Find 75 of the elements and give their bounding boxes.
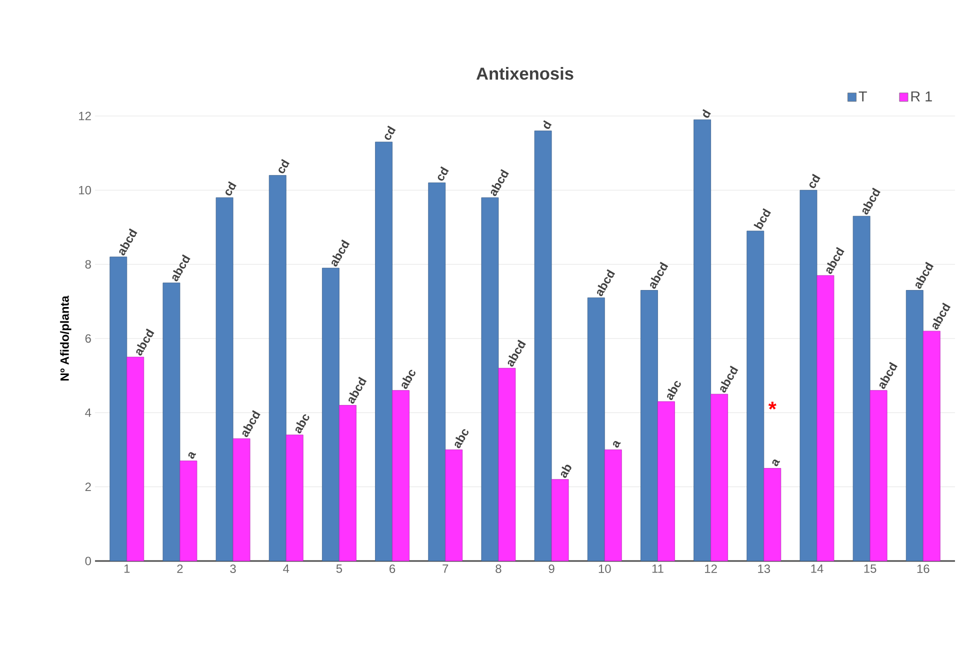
data-label: cd bbox=[809, 174, 820, 188]
bar bbox=[694, 120, 712, 562]
bar bbox=[339, 405, 356, 562]
x-tick-label: 3 bbox=[230, 564, 236, 574]
bar bbox=[216, 197, 234, 562]
bar bbox=[481, 197, 499, 562]
bar bbox=[286, 434, 304, 562]
bar bbox=[658, 401, 675, 562]
bar bbox=[162, 282, 180, 562]
x-tick-label: 5 bbox=[336, 564, 342, 573]
data-label: ab bbox=[560, 464, 572, 478]
x-tick-label: 9 bbox=[548, 564, 554, 574]
x-tick-label: 4 bbox=[283, 564, 290, 573]
y-axis-title: Nº Afido/planta bbox=[60, 296, 72, 381]
bar bbox=[268, 175, 286, 562]
data-label: abc bbox=[454, 429, 468, 448]
bar bbox=[870, 390, 888, 562]
data-label: a bbox=[772, 460, 780, 466]
data-label: a bbox=[613, 441, 621, 448]
bar bbox=[498, 368, 516, 562]
annotation: * bbox=[768, 402, 776, 410]
x-tick-label: 7 bbox=[442, 564, 448, 573]
x-tick-label: 16 bbox=[917, 564, 930, 574]
x-tick-label: 1 bbox=[124, 564, 130, 573]
x-tick-label: 12 bbox=[705, 564, 717, 573]
x-tick-label: 14 bbox=[811, 564, 824, 573]
bar bbox=[746, 230, 764, 562]
x-tick-label: 8 bbox=[496, 564, 502, 574]
data-label: d bbox=[702, 109, 711, 118]
y-tick-label: 0 bbox=[85, 556, 92, 566]
bar bbox=[534, 130, 552, 562]
bar bbox=[764, 468, 782, 562]
bar bbox=[800, 190, 818, 562]
x-tick-label: 2 bbox=[177, 564, 183, 573]
bar bbox=[710, 394, 728, 562]
data-label: cd bbox=[384, 126, 396, 140]
bar bbox=[640, 290, 658, 562]
bar bbox=[126, 356, 144, 562]
data-label: cd bbox=[278, 158, 290, 174]
data-label: a bbox=[188, 452, 196, 459]
x-tick-label: 6 bbox=[390, 564, 396, 574]
legend-label: T bbox=[858, 91, 867, 102]
x-tick-label: 15 bbox=[864, 564, 876, 573]
x-tick-label: 10 bbox=[598, 564, 611, 574]
data-label: abc bbox=[667, 381, 681, 400]
y-tick-label: 4 bbox=[85, 408, 92, 417]
data-label: abc bbox=[295, 414, 310, 434]
bar bbox=[322, 268, 340, 562]
y-tick-label: 10 bbox=[79, 186, 92, 194]
data-label: cd bbox=[226, 181, 236, 196]
legend-label: R 1 bbox=[911, 91, 932, 102]
y-tick-label: 8 bbox=[85, 260, 91, 269]
data-label: cd bbox=[438, 166, 449, 181]
data-label: abc bbox=[402, 370, 416, 389]
bar bbox=[604, 450, 622, 562]
bar bbox=[587, 298, 605, 562]
bar bbox=[110, 256, 128, 562]
bar bbox=[551, 479, 569, 562]
chart-title: Antixenosis bbox=[476, 67, 574, 80]
bar bbox=[392, 390, 410, 562]
bar bbox=[906, 290, 924, 562]
x-tick-label: 11 bbox=[652, 564, 664, 573]
bar bbox=[816, 275, 834, 562]
bar bbox=[852, 216, 870, 562]
y-tick-label: 12 bbox=[79, 112, 91, 120]
bar bbox=[445, 450, 463, 562]
bar bbox=[180, 460, 198, 562]
bar bbox=[428, 182, 446, 562]
y-tick-label: 6 bbox=[85, 334, 91, 343]
x-tick-label: 13 bbox=[758, 564, 770, 574]
y-tick-label: 2 bbox=[85, 482, 91, 492]
bar bbox=[232, 438, 250, 562]
bar bbox=[375, 142, 392, 562]
data-label: d bbox=[543, 120, 552, 129]
bar bbox=[922, 330, 940, 562]
